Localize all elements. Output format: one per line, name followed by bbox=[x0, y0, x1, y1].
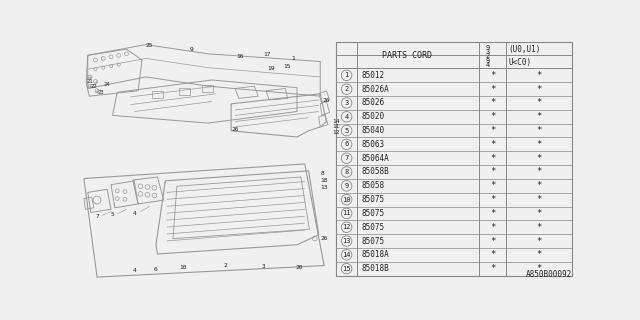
Text: 85058B: 85058B bbox=[362, 167, 389, 177]
Text: 2: 2 bbox=[344, 86, 349, 92]
Text: 5: 5 bbox=[111, 212, 115, 217]
Text: 19: 19 bbox=[268, 66, 275, 71]
Text: 9: 9 bbox=[190, 47, 194, 52]
Text: 4: 4 bbox=[132, 268, 136, 273]
Text: 15: 15 bbox=[342, 266, 351, 272]
Text: *: * bbox=[490, 181, 495, 190]
Text: 85058: 85058 bbox=[362, 181, 385, 190]
Text: 16: 16 bbox=[237, 54, 244, 60]
Text: 14: 14 bbox=[332, 119, 339, 124]
Text: 21: 21 bbox=[86, 79, 93, 84]
Text: 85018B: 85018B bbox=[362, 264, 389, 273]
Text: 25: 25 bbox=[145, 43, 152, 48]
Text: 17: 17 bbox=[264, 52, 271, 57]
Text: (U0,U1): (U0,U1) bbox=[509, 45, 541, 54]
Text: *: * bbox=[536, 71, 542, 80]
Text: 6: 6 bbox=[154, 267, 157, 272]
Text: 10: 10 bbox=[179, 265, 187, 269]
Text: 24: 24 bbox=[103, 82, 109, 87]
Text: 9: 9 bbox=[344, 183, 349, 189]
Text: 85075: 85075 bbox=[362, 223, 385, 232]
Text: 7: 7 bbox=[95, 214, 99, 219]
Text: 22: 22 bbox=[91, 84, 97, 89]
Text: 26: 26 bbox=[323, 98, 330, 102]
Text: *: * bbox=[490, 112, 495, 121]
Text: 8: 8 bbox=[320, 171, 324, 176]
Text: 2: 2 bbox=[485, 53, 490, 59]
Text: 2: 2 bbox=[223, 263, 227, 268]
Text: *: * bbox=[490, 167, 495, 177]
Text: 11: 11 bbox=[342, 211, 351, 216]
Text: *: * bbox=[536, 264, 542, 273]
Text: 1: 1 bbox=[344, 72, 349, 78]
Text: *: * bbox=[490, 154, 495, 163]
Text: *: * bbox=[536, 250, 542, 259]
Text: *: * bbox=[490, 209, 495, 218]
Text: 9: 9 bbox=[485, 45, 490, 51]
Text: 85012: 85012 bbox=[362, 71, 385, 80]
Text: 20: 20 bbox=[296, 265, 303, 270]
Text: 4: 4 bbox=[132, 212, 136, 216]
Text: *: * bbox=[536, 154, 542, 163]
Text: *: * bbox=[490, 85, 495, 94]
Text: 3: 3 bbox=[262, 264, 266, 269]
Text: 7: 7 bbox=[344, 155, 349, 161]
Text: 85075: 85075 bbox=[362, 236, 385, 245]
Text: PARTS CORD: PARTS CORD bbox=[383, 51, 433, 60]
Text: *: * bbox=[490, 126, 495, 135]
Text: U<C0): U<C0) bbox=[509, 58, 532, 67]
Text: 12: 12 bbox=[332, 130, 339, 135]
Text: 10: 10 bbox=[342, 196, 351, 203]
Text: 85063: 85063 bbox=[362, 140, 385, 149]
Text: *: * bbox=[536, 140, 542, 149]
Text: *: * bbox=[490, 99, 495, 108]
Text: 18: 18 bbox=[320, 178, 328, 183]
Text: 85075: 85075 bbox=[362, 209, 385, 218]
Text: *: * bbox=[536, 209, 542, 218]
Text: 6: 6 bbox=[344, 141, 349, 148]
Text: 9: 9 bbox=[485, 58, 490, 64]
Text: *: * bbox=[536, 126, 542, 135]
Text: 4: 4 bbox=[485, 62, 490, 68]
Text: *: * bbox=[536, 181, 542, 190]
Text: *: * bbox=[536, 99, 542, 108]
Text: *: * bbox=[536, 236, 542, 245]
Text: *: * bbox=[536, 112, 542, 121]
Text: *: * bbox=[536, 85, 542, 94]
Text: 26: 26 bbox=[231, 127, 239, 132]
Text: 85075: 85075 bbox=[362, 195, 385, 204]
Text: *: * bbox=[490, 264, 495, 273]
Text: A850B00092: A850B00092 bbox=[526, 270, 572, 279]
Text: *: * bbox=[490, 71, 495, 80]
Text: 15: 15 bbox=[283, 64, 291, 69]
Text: 3: 3 bbox=[344, 100, 349, 106]
Text: 85018A: 85018A bbox=[362, 250, 389, 259]
Text: 1: 1 bbox=[291, 56, 294, 61]
Text: *: * bbox=[490, 195, 495, 204]
Text: *: * bbox=[536, 195, 542, 204]
Text: 26: 26 bbox=[320, 236, 328, 241]
Text: *: * bbox=[490, 236, 495, 245]
Text: 12: 12 bbox=[342, 224, 351, 230]
Text: *: * bbox=[490, 223, 495, 232]
Text: 13: 13 bbox=[342, 238, 351, 244]
Text: 8: 8 bbox=[344, 169, 349, 175]
Text: *: * bbox=[490, 250, 495, 259]
Text: 4: 4 bbox=[344, 114, 349, 120]
Text: *: * bbox=[490, 140, 495, 149]
Text: 14: 14 bbox=[342, 252, 351, 258]
Text: *: * bbox=[536, 167, 542, 177]
Text: 85026: 85026 bbox=[362, 99, 385, 108]
Text: 13: 13 bbox=[320, 185, 328, 190]
Text: 5: 5 bbox=[344, 128, 349, 133]
Text: 85026A: 85026A bbox=[362, 85, 389, 94]
Text: 85020: 85020 bbox=[362, 112, 385, 121]
Text: 11: 11 bbox=[332, 124, 339, 130]
Text: 85040: 85040 bbox=[362, 126, 385, 135]
Text: *: * bbox=[536, 223, 542, 232]
Text: 23: 23 bbox=[97, 90, 104, 95]
Text: 85064A: 85064A bbox=[362, 154, 389, 163]
Text: 3: 3 bbox=[485, 49, 490, 55]
